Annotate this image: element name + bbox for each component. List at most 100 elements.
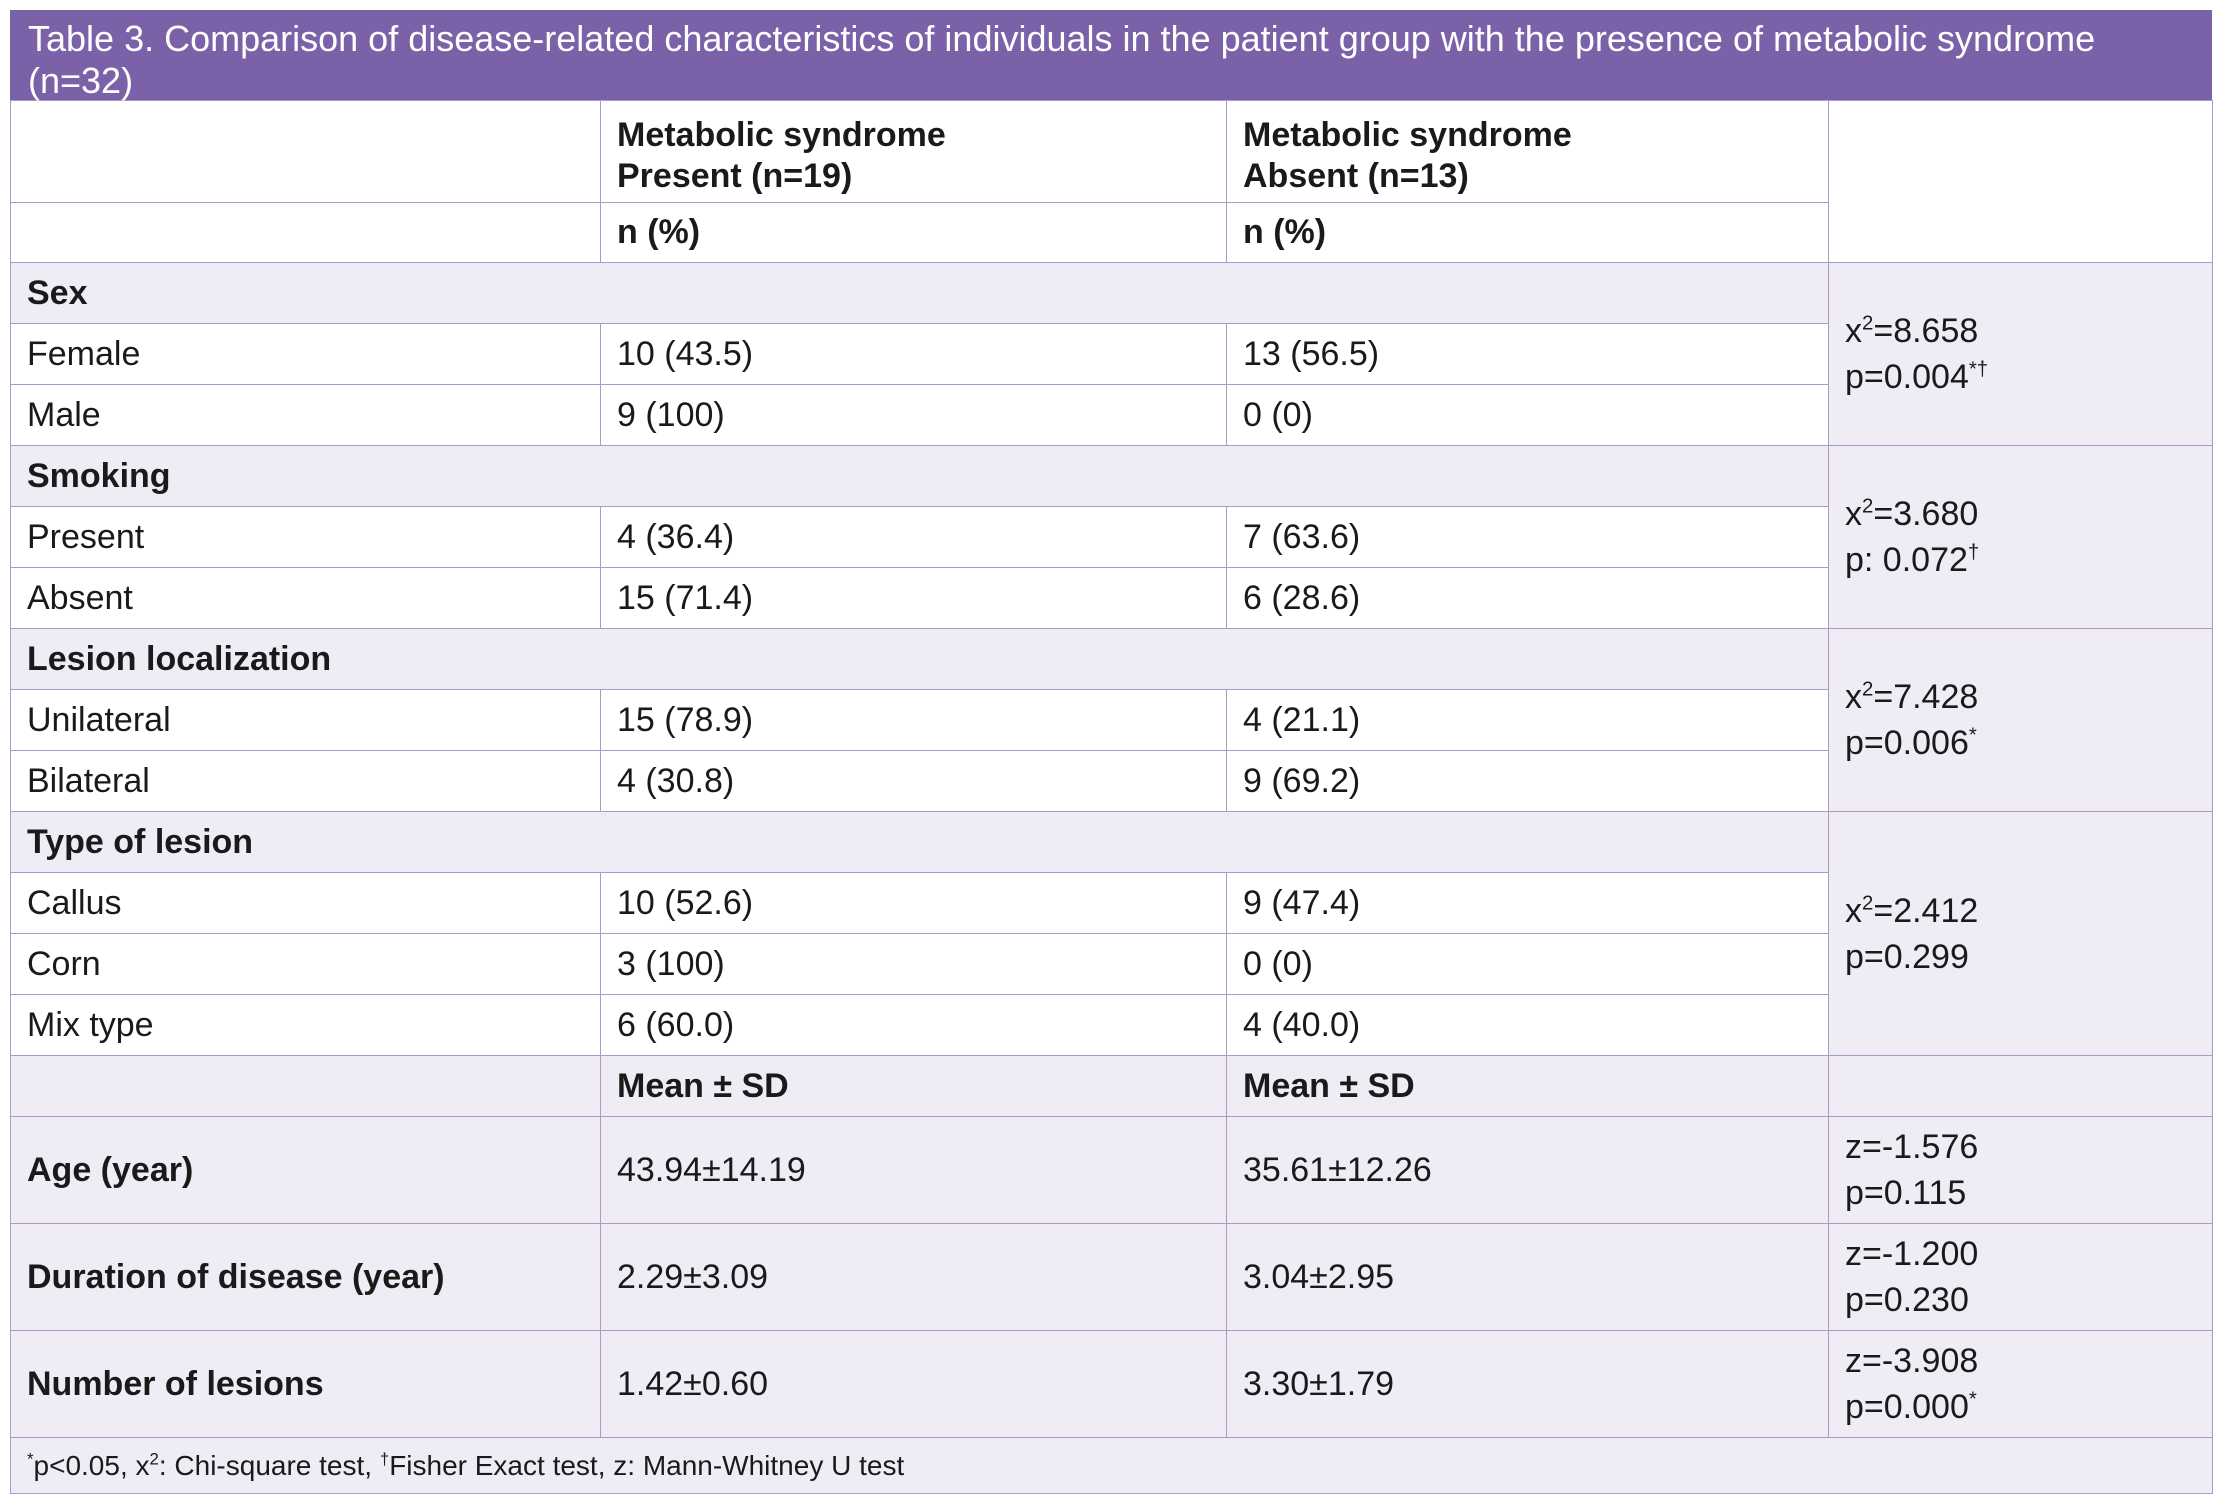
table-row: Bilateral 4 (30.8) 9 (69.2): [10, 750, 2213, 812]
table-row: Female 10 (43.5) 13 (56.5): [10, 323, 2213, 385]
cont-absent: 3.30±1.79: [1226, 1330, 1829, 1438]
row-absent: 6 (28.6): [1226, 567, 1829, 629]
table-container: Table 3. Comparison of disease-related c…: [10, 10, 2213, 1494]
row-label: Present: [10, 506, 601, 568]
header-empty-cell: [10, 100, 601, 203]
cont-stat: z=-1.576 p=0.115: [1828, 1116, 2213, 1224]
row-label: Corn: [10, 933, 601, 995]
row-label: Male: [10, 384, 601, 446]
cont-stat: z=-3.908 p=0.000*: [1828, 1330, 2213, 1438]
cont-present: 1.42±0.60: [600, 1330, 1227, 1438]
footnote-sup1: *: [27, 1449, 34, 1469]
stat-value: =7.428: [1873, 678, 1979, 716]
row-absent: 9 (69.2): [1226, 750, 1829, 812]
stat-p: p=0.006*: [1845, 720, 2196, 766]
stat-sup: 2: [1862, 678, 1874, 701]
unit-absent: n (%): [1226, 202, 1829, 263]
z-value: z=-3.908: [1845, 1342, 1979, 1380]
row-label: Unilateral: [10, 689, 601, 751]
p-value: p: 0.072: [1845, 541, 1968, 579]
row-present: 10 (52.6): [600, 872, 1227, 934]
stat-pre: x: [1845, 891, 1862, 930]
table-row: Unilateral 15 (78.9) 4 (21.1): [10, 689, 2213, 751]
row-absent: 7 (63.6): [1226, 506, 1829, 568]
p-sup: *: [1968, 724, 1977, 747]
p-sup: *†: [1968, 358, 1989, 381]
p-value: p=0.115: [1845, 1174, 1967, 1212]
group-label: Smoking: [10, 445, 1829, 507]
p-value: p=0.004: [1845, 358, 1969, 396]
mean-header-row: Mean ± SD Mean ± SD: [10, 1055, 2213, 1117]
cont-stat: z=-1.200 p=0.230: [1828, 1223, 2213, 1331]
footnote: *p<0.05, x2: Chi-square test, †Fisher Ex…: [10, 1437, 2213, 1494]
unit-present: n (%): [600, 202, 1227, 263]
continuous-row: Duration of disease (year) 2.29±3.09 3.04±…: [10, 1223, 2213, 1331]
row-present: 9 (100): [600, 384, 1227, 446]
cont-p: p=0.115: [1845, 1170, 2196, 1216]
group-header-row: Lesion localization x2=7.428 p=0.006*: [10, 628, 2213, 812]
footnote-t1: p<0.05, x: [33, 1449, 150, 1481]
mean-stat-empty: [1828, 1055, 2213, 1117]
stat-chi: x2=7.428: [1845, 674, 2196, 720]
row-present: 6 (60.0): [600, 994, 1227, 1056]
header-stat-cell: [1828, 100, 2213, 263]
table-row: Mix type 6 (60.0) 4 (40.0): [10, 994, 2213, 1056]
group-stat: x2=7.428 p=0.006*: [1828, 628, 2213, 812]
continuous-row: Number of lesions 1.42±0.60 3.30±1.79 z=-3.…: [10, 1330, 2213, 1438]
row-label: Mix type: [10, 994, 601, 1056]
stat-chi: x2=8.658: [1845, 308, 2196, 354]
mean-present-header: Mean ± SD: [600, 1055, 1227, 1117]
group-stat: x2=8.658 p=0.004*†: [1828, 262, 2213, 446]
cont-p: p=0.230: [1845, 1277, 2196, 1323]
row-label: Bilateral: [10, 750, 601, 812]
row-absent: 4 (40.0): [1226, 994, 1829, 1056]
p-value: p=0.230: [1845, 1281, 1969, 1319]
table-row: Absent 15 (71.4) 6 (28.6): [10, 567, 2213, 629]
row-present: 15 (71.4): [600, 567, 1227, 629]
row-absent: 13 (56.5): [1226, 323, 1829, 385]
cont-absent: 35.61±12.26: [1226, 1116, 1829, 1224]
group-label: Type of lesion: [10, 811, 1829, 873]
row-label: Callus: [10, 872, 601, 934]
p-sup: *: [1968, 1388, 1977, 1411]
footnote-sup2: 2: [149, 1449, 159, 1469]
header-present: Metabolic syndrome Present (n=19): [600, 100, 1227, 203]
group-header-row: Smoking x2=3.680 p: 0.072†: [10, 445, 2213, 629]
footnote-t2: : Chi-square test,: [158, 1449, 380, 1481]
footnote-sup3: †: [379, 1449, 390, 1469]
group-stat: x2=2.412 p=0.299: [1828, 811, 2213, 1056]
table-row: Callus 10 (52.6) 9 (47.4): [10, 872, 2213, 934]
row-present: 3 (100): [600, 933, 1227, 995]
mean-empty-cell: [10, 1055, 601, 1117]
group-header-row: Type of lesion x2=2.412 p=0.299: [10, 811, 2213, 1056]
stat-pre: x: [1845, 312, 1862, 350]
stat-sup: 2: [1862, 892, 1874, 915]
stat-chi: x2=2.412: [1845, 888, 2196, 934]
stat-p: p: 0.072†: [1845, 537, 2196, 583]
header-absent: Metabolic syndrome Absent (n=13): [1226, 100, 1829, 203]
header-present-line2: Present (n=19): [617, 157, 853, 195]
header-row: Metabolic syndrome Present (n=19) Metabo…: [10, 100, 2213, 263]
data-table: Metabolic syndrome Present (n=19) Metabo…: [10, 100, 2213, 1494]
stat-chi: x2=3.680: [1845, 491, 2196, 537]
cont-present: 43.94±14.19: [600, 1116, 1227, 1224]
row-label: Female: [10, 323, 601, 385]
table-row: Corn 3 (100) 0 (0): [10, 933, 2213, 995]
continuous-section: Mean ± SD Mean ± SD Age (year) 43.94±14.1…: [10, 1055, 2213, 1438]
table-title: Table 3. Comparison of disease-related c…: [10, 10, 2212, 101]
footnote-t3: Fisher Exact test, z: Mann-Whitney U tes…: [389, 1449, 905, 1481]
continuous-row: Age (year) 43.94±14.19 35.61±12.26 z=-1.576…: [10, 1116, 2213, 1224]
row-absent: 9 (47.4): [1226, 872, 1829, 934]
z-value: z=-1.200: [1845, 1235, 1979, 1273]
mean-absent-header: Mean ± SD: [1226, 1055, 1829, 1117]
header-absent-line1: Metabolic syndrome: [1243, 116, 1572, 154]
stat-sup: 2: [1862, 495, 1874, 518]
row-present: 15 (78.9): [600, 689, 1227, 751]
stat-value: =2.412: [1873, 891, 1979, 930]
row-present: 10 (43.5): [600, 323, 1227, 385]
p-value: p=0.299: [1845, 937, 1969, 976]
z-value: z=-1.576: [1845, 1128, 1979, 1166]
group-stat: x2=3.680 p: 0.072†: [1828, 445, 2213, 629]
row-absent: 0 (0): [1226, 384, 1829, 446]
row-absent: 0 (0): [1226, 933, 1829, 995]
